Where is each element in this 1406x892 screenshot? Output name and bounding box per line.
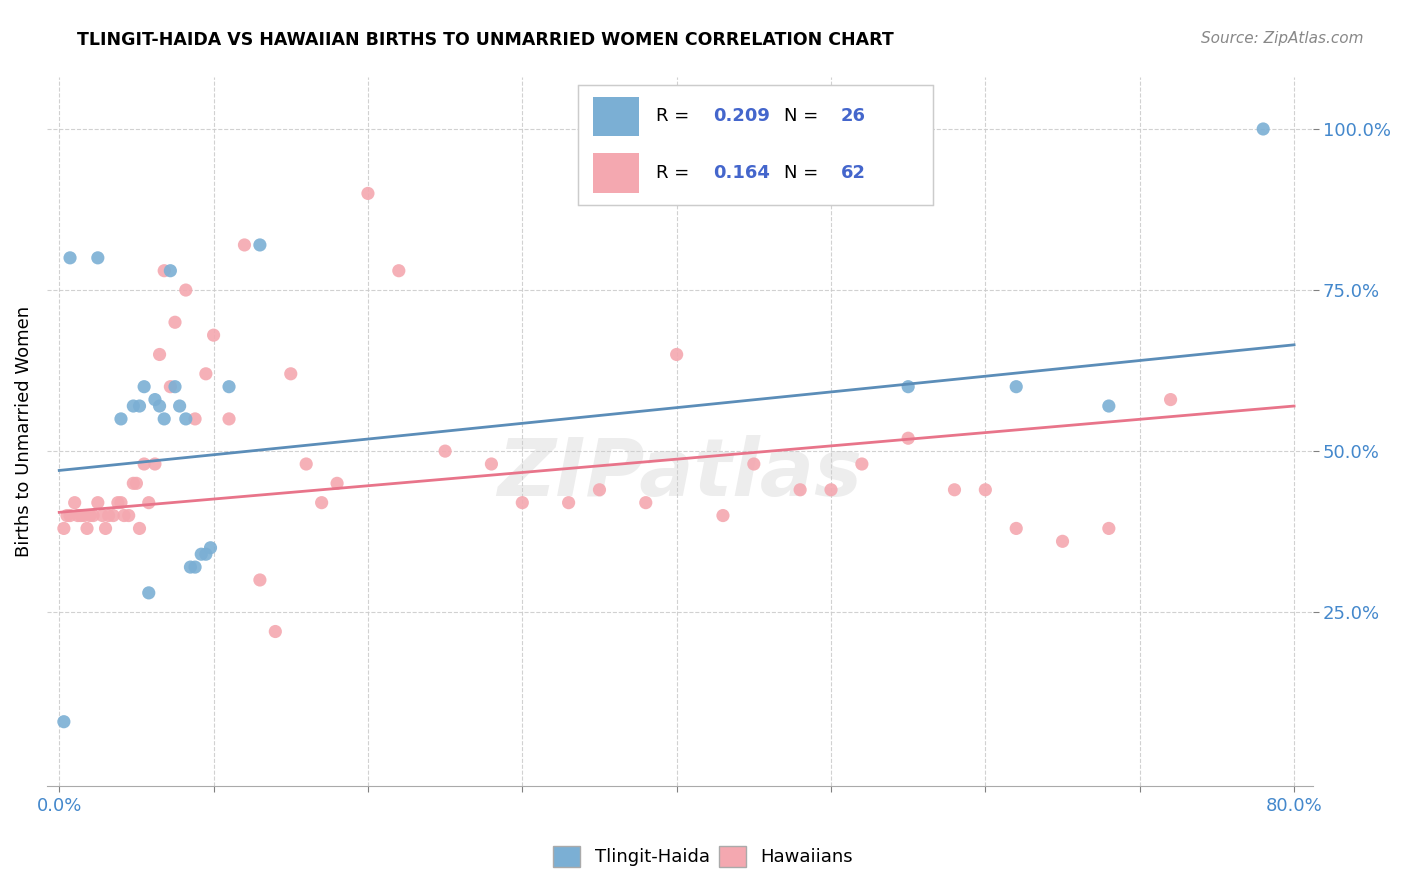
Point [190,547,212,561]
Point [134,380,156,394]
Point [125,476,148,491]
Legend: Tlingit-Haida, Hawaiians: Tlingit-Haida, Hawaiians [546,838,860,874]
Point [326,476,349,491]
Point [97,508,120,523]
Point [943,483,966,497]
Point [103,508,125,523]
Y-axis label: Births to Unmarried Women: Births to Unmarried Women [15,306,32,558]
Point [148,347,170,361]
Point [73,508,96,523]
Point [179,560,201,574]
Point [510,496,533,510]
Point [59,251,82,265]
Point [280,367,302,381]
Text: ZIPatlas: ZIPatlas [498,435,862,513]
Point [357,186,380,201]
Point [153,412,176,426]
Point [159,264,181,278]
Point [163,315,186,329]
Point [174,412,197,426]
Point [143,392,166,407]
Point [122,399,145,413]
Point [128,399,150,413]
Point [159,380,181,394]
Point [1160,392,1182,407]
Point [557,496,579,510]
Point [481,457,503,471]
Point [91,508,114,523]
Point [711,508,734,523]
Point [820,483,842,497]
Point [66,508,89,523]
Point [112,508,135,523]
Point [87,251,110,265]
Point [153,264,176,278]
Point [1098,399,1121,413]
Point [897,431,920,445]
Point [79,508,101,523]
Point [52,521,75,535]
Point [184,412,207,426]
Text: TLINGIT-HAIDA VS HAWAIIAN BIRTHS TO UNMARRIED WOMEN CORRELATION CHART: TLINGIT-HAIDA VS HAWAIIAN BIRTHS TO UNMA… [77,31,894,49]
Point [218,412,240,426]
Point [1098,521,1121,535]
Point [110,496,132,510]
Point [163,380,186,394]
Point [169,399,191,413]
Point [174,283,197,297]
Point [184,560,207,574]
Point [194,367,217,381]
Point [110,412,132,426]
Point [233,238,256,252]
Point [249,238,271,252]
Point [742,457,765,471]
Point [138,586,160,600]
Point [94,521,117,535]
Point [128,521,150,535]
Point [897,380,920,394]
Point [52,714,75,729]
Point [122,476,145,491]
Point [107,496,129,510]
Point [434,444,457,458]
Point [665,347,688,361]
Point [194,547,217,561]
Point [1251,122,1274,136]
Point [76,521,98,535]
Point [82,508,104,523]
Point [148,399,170,413]
Point [202,328,225,343]
Point [63,496,86,510]
Point [295,457,318,471]
Point [789,483,811,497]
Point [851,457,873,471]
Point [200,541,222,555]
Point [118,508,141,523]
Point [56,508,79,523]
Point [588,483,610,497]
Point [134,457,156,471]
Point [143,457,166,471]
Point [1005,521,1028,535]
Point [634,496,657,510]
Point [1005,380,1028,394]
Text: Source: ZipAtlas.com: Source: ZipAtlas.com [1201,31,1364,46]
Point [70,508,93,523]
Point [87,496,110,510]
Point [249,573,271,587]
Point [218,380,240,394]
Point [311,496,333,510]
Point [264,624,287,639]
Point [1052,534,1074,549]
Point [388,264,411,278]
Point [59,508,82,523]
Point [974,483,997,497]
Point [138,496,160,510]
